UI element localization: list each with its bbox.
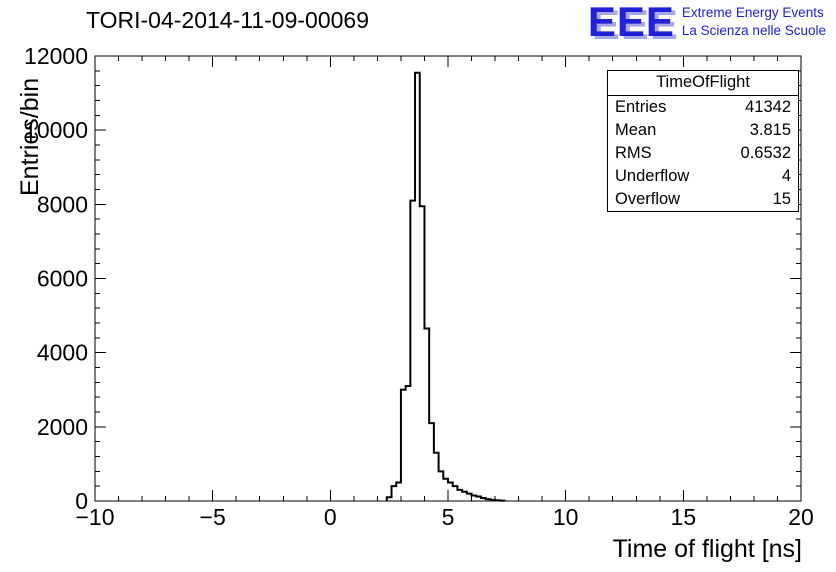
- stats-box-title: TimeOfFlight: [608, 71, 798, 96]
- histogram-step-line: [385, 71, 506, 502]
- stats-row-mean: Mean 3.815: [608, 119, 798, 142]
- y-tick-label: 6000: [37, 266, 88, 292]
- y-tick-label: 4000: [37, 340, 88, 366]
- stat-value: 0.6532: [740, 144, 791, 162]
- x-tick-label: −10: [75, 504, 114, 530]
- x-tick-label: 0: [324, 504, 337, 530]
- x-tick-label: 5: [442, 504, 455, 530]
- plot-title: TORI-04-2014-11-09-00069: [86, 7, 369, 33]
- stats-row-rms: RMS 0.6532: [608, 142, 798, 165]
- y-axis-title: Entries/bin: [16, 77, 44, 196]
- y-tick-label: 10000: [24, 117, 88, 143]
- y-tick-label: 8000: [37, 191, 88, 217]
- eee-logo-text: EEE: [587, 0, 675, 45]
- logo-tagline-1: Extreme Energy Events: [681, 4, 824, 20]
- stats-row-underflow: Underflow 4: [608, 165, 798, 188]
- stat-value: 41342: [745, 98, 791, 116]
- stat-label: RMS: [615, 144, 652, 162]
- stat-value: 3.815: [749, 121, 791, 139]
- x-tick-label: 20: [788, 504, 814, 530]
- stats-row-entries: Entries 41342: [608, 96, 798, 119]
- y-tick-label: 0: [75, 488, 88, 514]
- stat-value: 15: [772, 190, 791, 208]
- stat-label: Mean: [615, 121, 657, 139]
- eee-logo: EEE Extreme Energy Events La Scienza nel…: [587, 0, 826, 45]
- x-tick-label: −5: [200, 504, 226, 530]
- stats-box: TimeOfFlight Entries 41342 Mean 3.815 RM…: [607, 70, 799, 212]
- y-tick-label: 2000: [37, 414, 88, 440]
- stat-label: Entries: [615, 98, 667, 116]
- x-tick-label: 10: [553, 504, 579, 530]
- y-tick-label: 12000: [24, 43, 88, 69]
- logo-tagline-2: La Scienza nelle Scuole: [681, 22, 826, 38]
- x-tick-label: 15: [671, 504, 697, 530]
- x-axis-title: Time of flight [ns]: [612, 535, 802, 563]
- stat-value: 4: [781, 167, 791, 185]
- stats-row-overflow: Overflow 15: [608, 188, 798, 211]
- stat-label: Underflow: [615, 167, 690, 185]
- stat-label: Overflow: [615, 190, 681, 208]
- eee-logo-taglines: Extreme Energy Events La Scienza nelle S…: [682, 4, 826, 40]
